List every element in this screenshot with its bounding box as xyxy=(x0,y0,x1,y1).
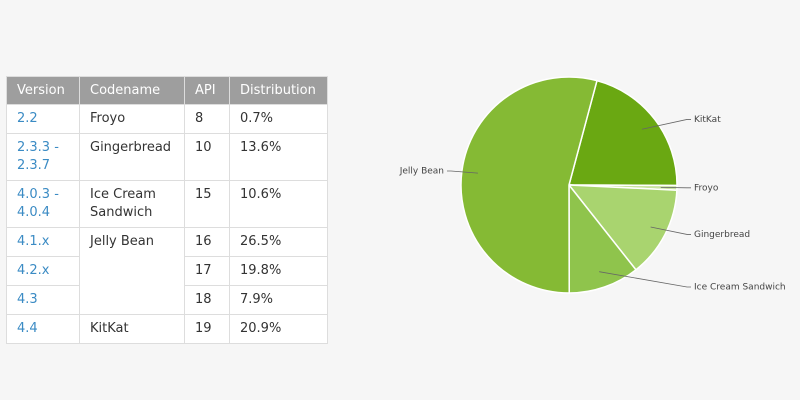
api: 19 xyxy=(184,314,230,344)
row: 4.2.x 17 19.8% xyxy=(6,256,328,286)
header-row: Version Codename API Distribution xyxy=(6,76,328,105)
version-link[interactable]: 4.1.x xyxy=(6,227,80,257)
pie-chart: KitKat Froyo Gingerbread Ice Cream Sandwich… xyxy=(399,76,786,294)
distribution: 13.6% xyxy=(229,133,328,181)
pie-slice xyxy=(568,79,678,187)
slice-label: Froyo xyxy=(694,183,719,193)
row: 4.0.3 - 4.0.4 Ice Cream Sandwich 15 10.6… xyxy=(6,180,328,228)
header-cell: Codename xyxy=(79,76,185,105)
distribution: 7.9% xyxy=(229,285,328,315)
api: 16 xyxy=(184,227,230,257)
version-link[interactable]: 4.0.3 - 4.0.4 xyxy=(6,180,80,228)
distribution: 20.9% xyxy=(229,314,328,344)
slice-label: Gingerbread xyxy=(694,230,750,240)
row: 4.1.x Jelly Bean 16 26.5% xyxy=(6,227,328,315)
pie-slice xyxy=(567,184,678,271)
leader-line xyxy=(650,226,691,235)
version-link[interactable]: 2.2 xyxy=(6,104,80,134)
codename: KitKat xyxy=(79,314,185,344)
version-link[interactable]: 4.4 xyxy=(6,314,80,344)
codename: Gingerbread xyxy=(79,133,185,181)
leader-line xyxy=(599,271,691,288)
leader-line xyxy=(447,170,479,174)
pie-slice xyxy=(568,182,637,294)
distribution: 26.5% xyxy=(229,227,328,257)
slice-label: Jelly Bean xyxy=(399,167,444,177)
distribution: 10.6% xyxy=(229,180,328,228)
leader-line xyxy=(641,119,691,130)
api: 8 xyxy=(184,104,230,134)
row: 2.2 Froyo 8 0.7% xyxy=(6,104,328,134)
slice-label: Ice Cream Sandwich xyxy=(694,282,786,292)
row: 4.3 18 7.9% xyxy=(6,285,328,315)
api: 10 xyxy=(184,133,230,181)
api: 18 xyxy=(184,285,230,315)
version-table: Version Codename API Distribution 2.2 Fr… xyxy=(6,76,328,344)
row: 4.4 KitKat 19 20.9% xyxy=(6,314,328,344)
api: 15 xyxy=(184,180,230,228)
codename: Jelly Bean xyxy=(79,227,185,315)
distribution: 0.7% xyxy=(229,104,328,134)
slice-label: KitKat xyxy=(694,115,721,125)
version-link[interactable]: 4.2.x xyxy=(6,256,80,286)
codename: Ice Cream Sandwich xyxy=(79,180,185,228)
pie-slice xyxy=(460,76,598,294)
header-cell: Distribution xyxy=(229,76,328,105)
api: 17 xyxy=(184,256,230,286)
distribution: 19.8% xyxy=(229,256,328,286)
header-cell: Version xyxy=(6,76,80,105)
header-cell: API xyxy=(184,76,230,105)
codename: Froyo xyxy=(79,104,185,134)
version-link[interactable]: 2.3.3 - 2.3.7 xyxy=(6,133,80,181)
version-link[interactable]: 4.3 xyxy=(6,285,80,315)
row: 2.3.3 - 2.3.7 Gingerbread 10 13.6% xyxy=(6,133,328,181)
